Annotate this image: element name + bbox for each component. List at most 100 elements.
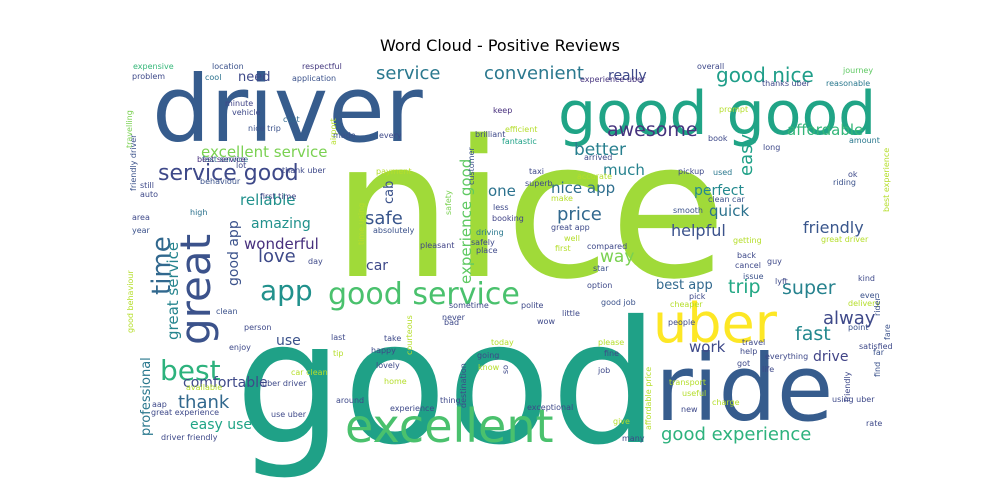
word-60: problem <box>132 72 165 81</box>
word-184: use uber <box>271 410 307 419</box>
word-165: car clean <box>291 368 328 377</box>
word-105: high <box>190 208 207 217</box>
word-65: reasonable <box>826 79 870 88</box>
word-79: fantastic <box>502 137 537 146</box>
word-123: day <box>308 257 323 266</box>
word-180: great experience <box>151 408 219 417</box>
word-159: tip <box>333 349 343 358</box>
word-153: take <box>384 334 401 343</box>
word-2: driver <box>152 56 423 163</box>
word-176: transport <box>669 378 706 387</box>
word-117: getting <box>733 236 762 245</box>
word-3: ride <box>655 335 833 442</box>
word-109: time using <box>357 203 366 245</box>
word-17: price <box>557 204 602 225</box>
word-71: airport <box>329 118 338 145</box>
word-179: available <box>186 383 222 392</box>
word-74: prompt <box>719 105 748 114</box>
word-4: good good <box>558 79 876 149</box>
word-92: superb <box>525 179 553 188</box>
word-24: love <box>258 246 296 267</box>
word-88: payment <box>376 167 412 176</box>
word-70: nice trip <box>248 124 281 133</box>
word-36: reliable <box>240 191 296 209</box>
word-169: job <box>597 366 610 375</box>
word-188: give <box>613 417 630 426</box>
word-166: uber driver <box>262 379 307 388</box>
word-112: year <box>132 226 151 235</box>
word-190: rate <box>866 419 882 428</box>
word-57: respectful <box>302 62 342 71</box>
word-156: travel <box>742 338 765 347</box>
word-94: pickup <box>678 167 704 176</box>
word-58: overall <box>697 62 724 71</box>
word-160: happy <box>371 346 396 355</box>
word-148: bad <box>444 318 459 327</box>
word-31: friendly <box>803 218 864 237</box>
word-114: driving <box>476 228 504 237</box>
word-6: excellent <box>345 399 554 453</box>
word-80: amount <box>849 136 880 145</box>
chart-title: Word Cloud - Positive Reviews <box>379 36 621 55</box>
word-174: around <box>336 396 364 405</box>
word-192: many <box>622 434 645 443</box>
word-62: application <box>292 74 336 83</box>
word-151: enjoy <box>229 343 251 352</box>
word-18: good experience <box>661 424 811 445</box>
word-13: good nice <box>716 63 814 87</box>
word-167: lovely <box>376 361 400 370</box>
word-194: so <box>501 365 510 374</box>
word-161: going <box>477 351 499 360</box>
word-14: awesome <box>607 119 698 141</box>
word-150: fare <box>883 324 892 340</box>
word-48: one <box>488 182 516 200</box>
word-173: aap <box>152 400 167 409</box>
word-68: vehicle <box>232 108 261 117</box>
word-111: great app <box>551 223 590 232</box>
word-87: thank uber <box>282 166 326 175</box>
word-134: pick <box>689 292 706 301</box>
word-152: last <box>331 333 345 342</box>
word-122: back <box>737 251 756 260</box>
word-119: pleasant <box>420 241 454 250</box>
word-9: best <box>160 354 221 387</box>
word-29: nice app <box>551 179 615 197</box>
word-107: smooth <box>673 206 703 215</box>
word-127: guy <box>767 257 782 266</box>
word-49: way <box>600 247 634 267</box>
word-12: service good <box>158 161 299 186</box>
word-21: trip <box>728 276 761 298</box>
word-5: uber <box>653 292 778 355</box>
word-189: affordable price <box>644 367 653 430</box>
word-144: people <box>668 318 695 327</box>
word-77: made <box>333 131 356 140</box>
word-35: perfect <box>694 183 744 199</box>
word-0: nice <box>332 100 727 321</box>
word-59: journey <box>842 66 873 75</box>
word-149: wow <box>537 317 555 326</box>
word-52: need <box>238 70 271 85</box>
word-164: everything <box>765 352 808 361</box>
word-185: experience <box>390 404 434 413</box>
word-16: service <box>376 63 440 84</box>
word-54: cab <box>382 181 397 204</box>
word-168: know <box>478 363 500 372</box>
word-177: useful <box>682 389 706 398</box>
word-44: easy use <box>190 417 252 433</box>
word-45: work <box>689 338 726 356</box>
word-96: ok <box>848 170 858 179</box>
word-19: super <box>782 277 836 299</box>
word-178: friendly <box>843 371 852 402</box>
word-187: new <box>681 405 698 414</box>
word-97: riding <box>833 178 856 187</box>
word-136: rider <box>873 296 882 316</box>
word-181: thing <box>440 396 461 405</box>
word-38: wonderful <box>244 235 319 253</box>
word-86: behaviour <box>200 177 241 186</box>
word-98: still <box>140 181 154 190</box>
word-116: well <box>564 234 580 243</box>
word-82: best service <box>197 155 246 164</box>
word-182: charge <box>712 398 740 407</box>
word-106: less <box>493 203 508 212</box>
word-101: safety <box>444 190 453 215</box>
